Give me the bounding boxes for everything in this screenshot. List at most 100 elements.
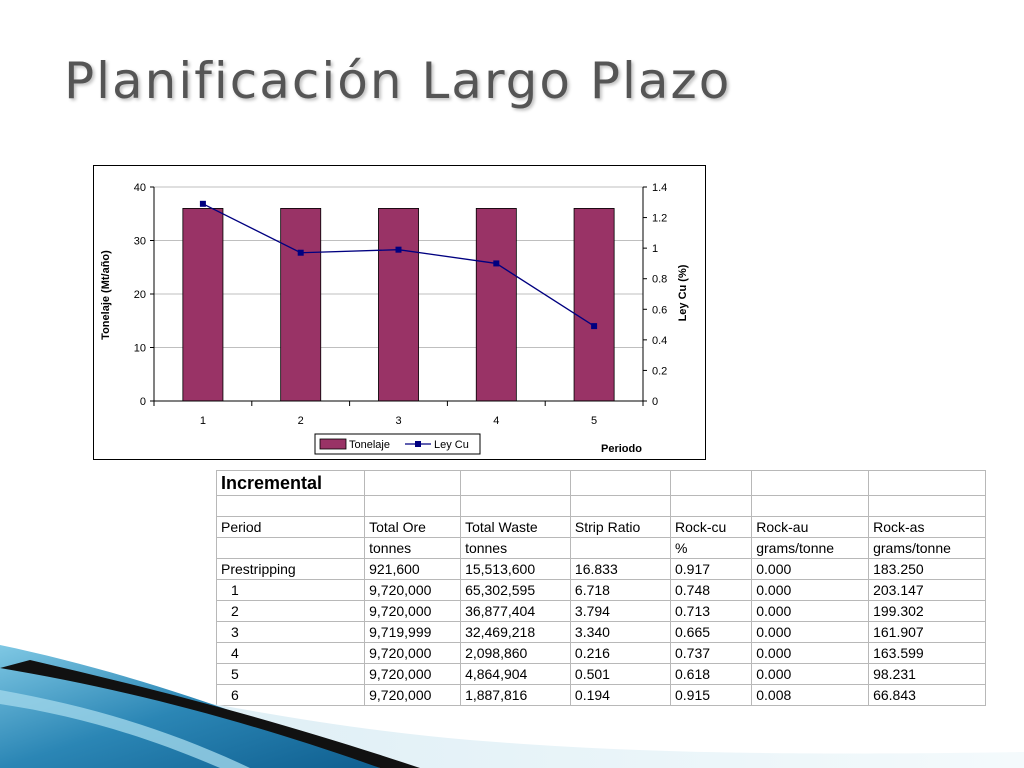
x-tick-label: 4 (493, 415, 499, 427)
y-tick-label: 0 (140, 396, 146, 408)
x-tick-label: 1 (200, 415, 206, 427)
table-cell (364, 495, 462, 517)
table-cell: 0.917 (669, 558, 753, 580)
point-ley-cu (493, 260, 500, 267)
y2-tick-label: 0.2 (652, 365, 667, 377)
bar-tonelaje (475, 208, 517, 402)
table-cell: 9,720,000 (364, 579, 462, 601)
table-cell: 66.843 (868, 684, 986, 706)
table-cell: 3.340 (569, 621, 672, 643)
table-cell: 0.665 (669, 621, 753, 643)
bar-tonelaje (378, 208, 419, 402)
table-cell: 15,513,600 (460, 558, 571, 580)
slide-title: Planificación Largo Plazo (64, 52, 732, 110)
table-cell: 0.618 (669, 663, 753, 685)
point-ley-cu (395, 246, 402, 253)
table-cell: Strip Ratio (569, 516, 672, 538)
y-axis-title: Tonelaje (Mt/año) (100, 250, 112, 340)
table-row: 4 9,720,000 2,098,860 0.216 0.737 0.000 163.59… (215, 642, 986, 664)
y-tick-label: 10 (134, 343, 146, 355)
table-cell: 161.907 (868, 621, 986, 643)
table-header-row: Period Total Ore Total Waste Strip Ratio Roc… (215, 516, 986, 538)
swoosh-highlight (0, 690, 250, 768)
table-cell (669, 495, 753, 517)
table-cell: 4,864,904 (460, 663, 571, 685)
table-cell: Period (215, 516, 366, 538)
table-cell: tonnes (460, 537, 571, 559)
chart-legend: Tonelaje Ley Cu (314, 433, 481, 455)
point-ley-cu (199, 200, 206, 207)
legend-label-ley-cu: Ley Cu (434, 439, 469, 451)
table-cell: 0.000 (751, 558, 870, 580)
legend-swatch-tonelaje (319, 438, 347, 450)
table-cell (569, 470, 672, 496)
y2-tick-label: 1.2 (652, 213, 667, 225)
table-cell (460, 470, 571, 496)
y2-tick-label: 0 (652, 396, 658, 408)
table-row: Prestripping 921,600 15,513,600 16.833 0.917… (215, 558, 986, 580)
table-blank-row (215, 495, 986, 517)
x-tick-label: 3 (395, 415, 401, 427)
table-cell: 36,877,404 (460, 600, 571, 622)
table-cell: 98.231 (868, 663, 986, 685)
table-row: 5 9,720,000 4,864,904 0.501 0.618 0.000 98.231 (215, 663, 986, 685)
bar-tonelaje (573, 208, 615, 402)
table-cell: 3.794 (569, 600, 672, 622)
y2-axis-title: Ley Cu (%) (677, 264, 689, 321)
point-ley-cu (591, 323, 598, 330)
table-cell (751, 495, 870, 517)
table-cell (868, 470, 986, 496)
table-cell: 0.000 (751, 600, 870, 622)
table-body: Incremental Period Total Ore Total Waste Str… (215, 470, 986, 706)
table-cell: 0.737 (669, 642, 753, 664)
table-title-row: Incremental (215, 470, 986, 496)
line-series (199, 200, 598, 330)
table-cell: 3 (215, 621, 366, 643)
legend-frame (314, 433, 481, 455)
x-axis-title: Periodo (601, 443, 642, 455)
table-cell (460, 495, 571, 517)
table-cell: Rock-as (868, 516, 986, 538)
table-cell: 183.250 (868, 558, 986, 580)
y-tick-label: 20 (134, 289, 146, 301)
axes: 0 10 20 30 40 0 0.2 0.4 0.6 0.8 1 1.2 1.4 1 2 3 4 5 (134, 182, 668, 427)
x-tick-label: 2 (298, 415, 304, 427)
table-cell: 0.216 (569, 642, 672, 664)
table-cell: Total Ore (364, 516, 462, 538)
table-cell (215, 537, 366, 559)
legend-marker-ley-cu (415, 441, 421, 447)
table-cell: 32,469,218 (460, 621, 571, 643)
table-cell: 203.147 (868, 579, 986, 601)
table-cell: 9,720,000 (364, 684, 462, 706)
table-cell (751, 470, 870, 496)
table-row: 3 9,719,999 32,469,218 3.340 0.665 0.000 161.9… (215, 621, 986, 643)
table-cell: 16.833 (569, 558, 672, 580)
table-cell: Prestripping (215, 558, 366, 580)
chart-svg: 0 10 20 30 40 0 0.2 0.4 0.6 0.8 1 1.2 1.4 1 2 3 4 5 Tonel… (100, 182, 689, 455)
table-row: 2 9,720,000 36,877,404 3.794 0.713 0.000 199.3… (215, 600, 986, 622)
table-cell: 2,098,860 (460, 642, 571, 664)
table-cell: 9,720,000 (364, 600, 462, 622)
table-cell: 0.501 (569, 663, 672, 685)
table-cell: 6.718 (569, 579, 672, 601)
table-cell: 921,600 (364, 558, 462, 580)
combo-chart: 0 10 20 30 40 0 0.2 0.4 0.6 0.8 1 1.2 1.4 1 2 3 4 5 Tonel… (93, 165, 706, 460)
table-cell (669, 470, 753, 496)
table-cell: Total Waste (460, 516, 571, 538)
table-cell: 0.000 (751, 642, 870, 664)
table-cell (215, 495, 366, 517)
table-cell (569, 495, 672, 517)
table-units-row: tonnes tonnes% grams/tonne grams/tonne (215, 537, 986, 559)
point-ley-cu (297, 249, 304, 256)
table-cell: 1 (215, 579, 366, 601)
table-cell: 0.000 (751, 663, 870, 685)
table-row: 1 9,720,000 65,302,595 6.718 0.748 0.000 203.1… (215, 579, 986, 601)
table-cell: 0.000 (751, 579, 870, 601)
x-tick-label: 5 (591, 415, 597, 427)
y2-tick-label: 0.4 (652, 335, 667, 347)
table-cell: 0.194 (569, 684, 672, 706)
table-cell: 0.713 (669, 600, 753, 622)
y2-tick-label: 1 (652, 243, 658, 255)
table-cell: 1,887,816 (460, 684, 571, 706)
table-cell: 0.008 (751, 684, 870, 706)
